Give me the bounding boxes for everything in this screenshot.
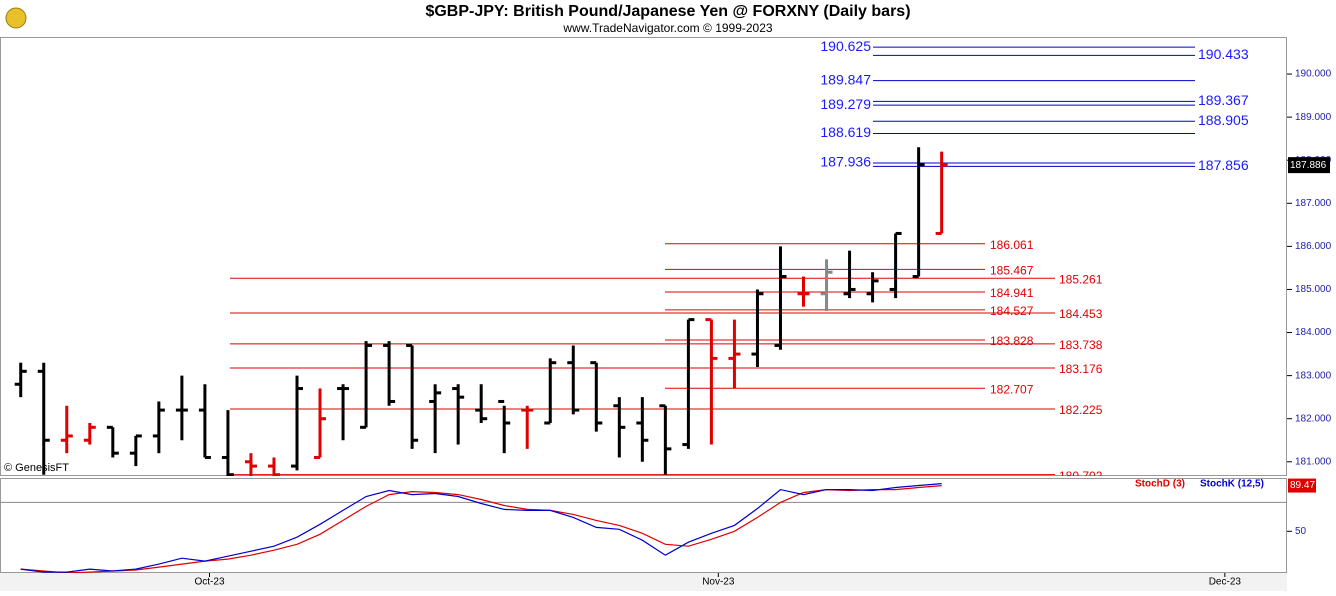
y-tick-label: 185.000 [1295, 284, 1332, 295]
level-label: 189.279 [820, 96, 871, 112]
legend-entry: StochD (3) [1135, 479, 1185, 490]
last-value-label: 89.47 [1290, 480, 1315, 491]
logo [5, 7, 27, 29]
level-label: 183.176 [1059, 362, 1103, 376]
stoch-panel [0, 478, 1287, 573]
level-label: 188.905 [1198, 112, 1249, 128]
x-tick-label: Nov-23 [702, 577, 735, 588]
level-label: 185.261 [1059, 272, 1103, 286]
level-label: 184.453 [1059, 307, 1103, 321]
x-axis-strip [0, 573, 1287, 591]
price-plot: 190.625 189.847 189.279 188.619 187.936 190.4… [14, 38, 1249, 483]
y-tick-label: 182.000 [1295, 413, 1332, 424]
level-label: 180.702 [1059, 469, 1103, 483]
level-label: 187.856 [1198, 157, 1249, 173]
last-value-box [1288, 478, 1316, 493]
watermark: © GenesisFT [4, 462, 69, 474]
level-label: 184.527 [990, 304, 1034, 318]
legend-entry: StochK (12,5) [1200, 479, 1264, 490]
stoch-plot [0, 483, 1287, 573]
level-label: 183.828 [990, 334, 1034, 348]
level-label: 182.225 [1059, 403, 1103, 417]
level-label: 182.707 [990, 382, 1034, 396]
level-label: 188.619 [820, 124, 871, 140]
level-label: 190.625 [820, 38, 871, 54]
chart-subtitle: www.TradeNavigator.com © 1999-2023 [562, 21, 772, 35]
chart-title: $GBP-JPY: British Pound/Japanese Yen @ F… [425, 3, 910, 20]
y-tick-label: 184.000 [1295, 327, 1332, 338]
level-label: 189.367 [1198, 92, 1249, 108]
y-tick-label: 186.000 [1295, 241, 1332, 252]
y-tick-label: 50 [1295, 526, 1307, 537]
x-tick-label: Dec-23 [1209, 577, 1242, 588]
level-label: 190.433 [1198, 46, 1249, 62]
y-tick-label: 181.000 [1295, 456, 1332, 467]
stoch-line [20, 485, 942, 573]
axes: 181.000 182.000 183.000 184.000 185.000 186.0… [195, 69, 1332, 588]
y-tick-label: 190.000 [1295, 69, 1332, 80]
x-tick-label: Oct-23 [195, 577, 225, 588]
level-label: 189.847 [820, 71, 871, 87]
level-label: 184.941 [990, 286, 1034, 300]
header [0, 0, 1336, 37]
level-label: 183.738 [1059, 338, 1103, 352]
last-price-label: 187.886 [1290, 160, 1327, 171]
y-tick-label: 187.000 [1295, 198, 1332, 209]
stoch-line [20, 483, 942, 573]
y-tick-label: 183.000 [1295, 370, 1332, 381]
price-panel [0, 37, 1287, 476]
level-label: 187.936 [820, 154, 871, 170]
level-label: 186.061 [990, 238, 1034, 252]
level-label: 185.467 [990, 264, 1034, 278]
y-tick-label: 189.000 [1295, 112, 1332, 123]
last-price-box [1288, 157, 1330, 174]
